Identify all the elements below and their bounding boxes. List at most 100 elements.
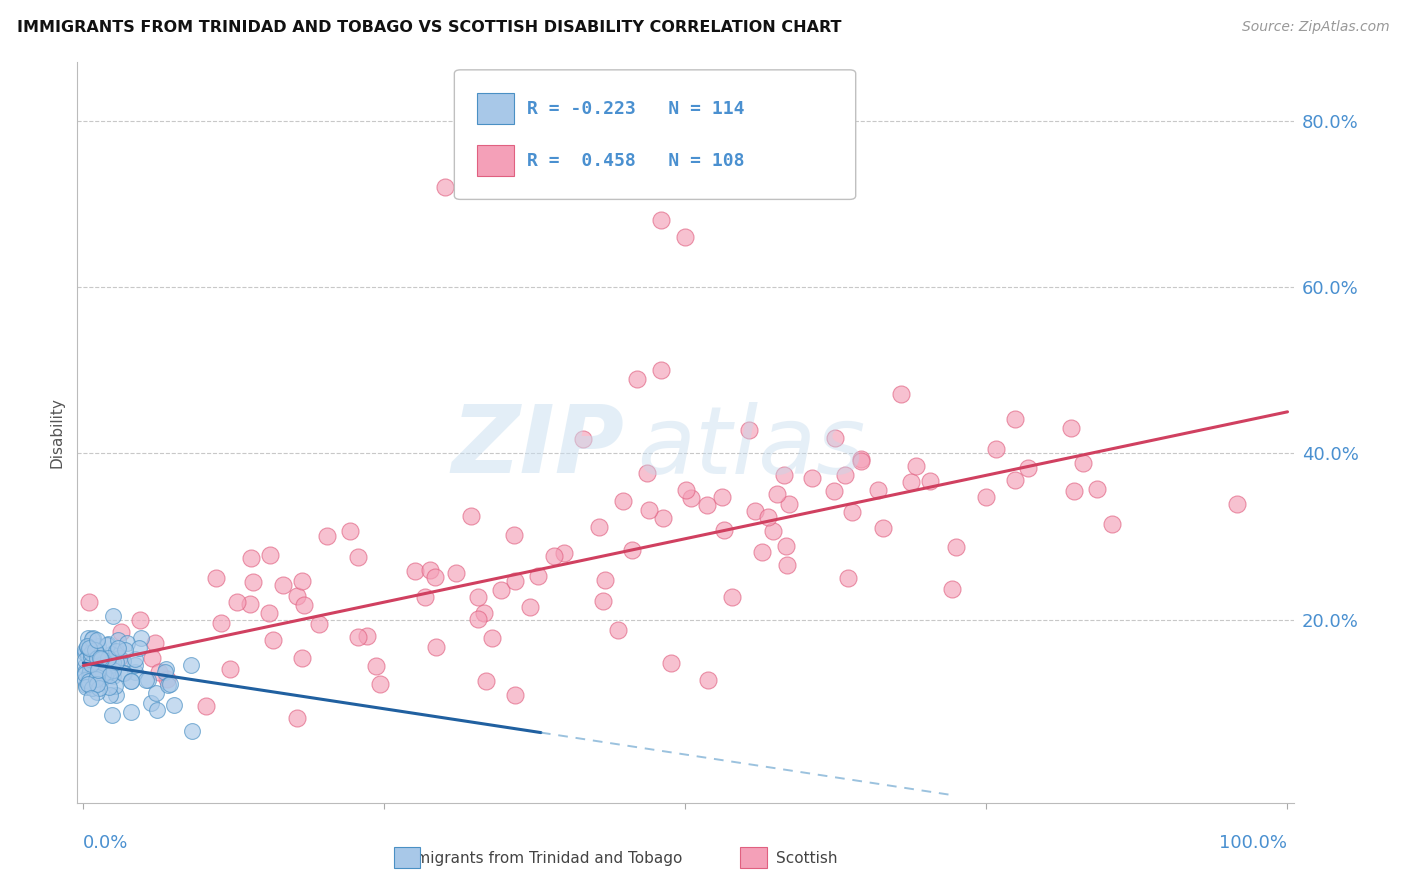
Point xyxy=(945,540,967,554)
Point xyxy=(474,674,496,689)
Point xyxy=(83,649,105,664)
Point xyxy=(94,668,117,682)
Point xyxy=(80,657,103,672)
Point xyxy=(1063,484,1085,499)
Point xyxy=(96,638,118,652)
Text: Immigrants from Trinidad and Tobago: Immigrants from Trinidad and Tobago xyxy=(396,851,683,866)
Point xyxy=(77,670,100,684)
Point xyxy=(98,668,121,682)
Point xyxy=(339,524,361,539)
Point xyxy=(76,640,98,655)
FancyBboxPatch shape xyxy=(454,70,856,200)
Text: R = -0.223   N = 114: R = -0.223 N = 114 xyxy=(527,100,745,118)
Point xyxy=(744,504,766,518)
Point xyxy=(86,658,108,673)
Point xyxy=(97,654,120,668)
Point xyxy=(851,453,873,467)
Point xyxy=(131,631,153,645)
Point xyxy=(77,640,100,655)
Point xyxy=(124,652,146,666)
Point xyxy=(775,539,797,553)
Point xyxy=(553,546,575,560)
Point xyxy=(413,590,436,604)
Text: IMMIGRANTS FROM TRINIDAD AND TOBAGO VS SCOTTISH DISABILITY CORRELATION CHART: IMMIGRANTS FROM TRINIDAD AND TOBAGO VS S… xyxy=(17,20,841,35)
Point xyxy=(239,597,262,611)
Point xyxy=(226,594,249,608)
Point xyxy=(287,590,309,604)
Point xyxy=(711,490,734,504)
Point xyxy=(103,609,125,624)
Point xyxy=(80,657,103,671)
FancyBboxPatch shape xyxy=(394,847,420,868)
Point xyxy=(84,665,107,680)
Point xyxy=(90,653,112,667)
Point xyxy=(143,636,166,650)
Point xyxy=(80,681,103,695)
Point xyxy=(481,631,503,645)
Point xyxy=(120,673,142,688)
Point xyxy=(87,663,110,677)
Point xyxy=(153,665,176,679)
Point xyxy=(104,655,127,669)
Point xyxy=(823,483,845,498)
Point xyxy=(920,474,942,488)
Point xyxy=(572,432,595,446)
Point xyxy=(148,665,170,680)
Point xyxy=(778,498,800,512)
Text: Scottish: Scottish xyxy=(776,851,838,866)
Point xyxy=(101,664,124,678)
Point xyxy=(240,550,263,565)
Point xyxy=(90,652,112,666)
Point xyxy=(107,651,129,665)
Point xyxy=(866,483,889,497)
Point xyxy=(80,646,103,660)
Point xyxy=(696,499,718,513)
Point xyxy=(120,706,142,720)
Point xyxy=(626,371,648,385)
Point xyxy=(675,483,697,497)
Point xyxy=(87,648,110,662)
Point xyxy=(181,723,204,738)
Point xyxy=(1004,411,1026,425)
Point xyxy=(91,664,114,678)
Point xyxy=(107,633,129,648)
Point xyxy=(97,637,120,651)
Point xyxy=(419,563,441,577)
Point xyxy=(105,688,128,702)
Point xyxy=(86,651,108,665)
Point xyxy=(96,665,118,680)
Point xyxy=(112,666,135,681)
Point xyxy=(103,669,125,683)
Point xyxy=(73,646,96,660)
Point xyxy=(425,640,447,654)
Point xyxy=(89,664,111,678)
Point xyxy=(519,600,541,615)
Point xyxy=(98,688,121,702)
Point xyxy=(82,641,104,656)
Point xyxy=(713,524,735,538)
Point xyxy=(86,648,108,663)
Point xyxy=(675,230,697,244)
Point xyxy=(346,549,368,564)
Point xyxy=(145,686,167,700)
Point xyxy=(433,180,456,194)
Point xyxy=(904,458,927,473)
Point xyxy=(976,491,998,505)
Point xyxy=(259,548,281,562)
Point xyxy=(209,615,232,630)
Point xyxy=(73,665,96,680)
Point xyxy=(86,654,108,668)
Point xyxy=(73,653,96,667)
Point xyxy=(271,578,294,592)
Point xyxy=(837,571,859,585)
Point xyxy=(364,659,387,673)
Point xyxy=(291,574,314,589)
Point xyxy=(356,629,378,643)
Point xyxy=(100,647,122,661)
Point xyxy=(1101,516,1123,531)
Point xyxy=(82,632,104,646)
Point xyxy=(98,680,121,694)
Point xyxy=(156,678,179,692)
Point xyxy=(159,677,181,691)
Point xyxy=(77,673,100,688)
